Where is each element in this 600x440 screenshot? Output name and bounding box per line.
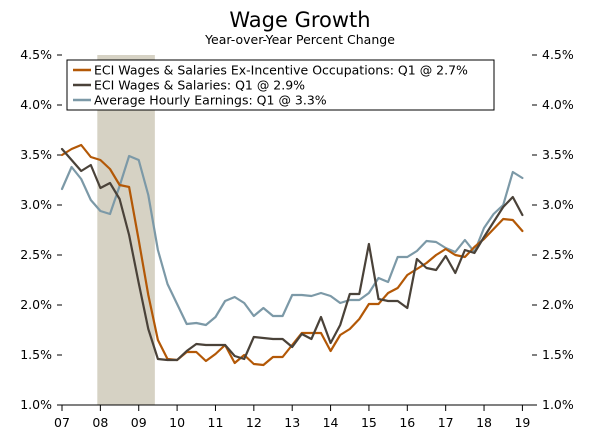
legend-label-1: ECI Wages & Salaries Ex-Incentive Occupa… xyxy=(94,63,468,78)
y-tick-label-left: 1.5% xyxy=(20,347,52,362)
x-tick-label: 13 xyxy=(284,415,300,430)
x-tick-label: 11 xyxy=(208,415,224,430)
y-tick-label-left: 4.0% xyxy=(20,97,52,112)
y-tick-label-left: 3.5% xyxy=(20,147,52,162)
series-layer xyxy=(60,143,524,367)
series-line-1 xyxy=(60,143,524,367)
chart-title: Wage Growth xyxy=(229,8,370,32)
x-tick-label: 12 xyxy=(246,415,262,430)
y-tick-label-left: 4.5% xyxy=(20,47,52,62)
recession-shading-layer xyxy=(97,55,155,405)
x-tick-label: 14 xyxy=(323,415,339,430)
y-tick-label-right: 3.5% xyxy=(542,147,574,162)
y-tick-label-right: 3.0% xyxy=(542,197,574,212)
y-tick-label-left: 2.5% xyxy=(20,247,52,262)
legend: ECI Wages & Salaries Ex-Incentive Occupa… xyxy=(66,59,495,111)
y-tick-label-right: 2.5% xyxy=(542,247,574,262)
y-tick-label-right: 1.5% xyxy=(542,347,574,362)
recession-band xyxy=(97,55,155,405)
y-tick-label-left: 3.0% xyxy=(20,197,52,212)
x-tick-label: 16 xyxy=(399,415,415,430)
y-tick-label-right: 4.0% xyxy=(542,97,574,112)
chart-subtitle: Year-over-Year Percent Change xyxy=(204,32,395,47)
legend-label-2: ECI Wages & Salaries: Q1 @ 2.9% xyxy=(94,78,305,93)
y-tick-label-left: 2.0% xyxy=(20,297,52,312)
legend-label-3: Average Hourly Earnings: Q1 @ 3.3% xyxy=(94,93,327,108)
x-tick-label: 17 xyxy=(438,415,454,430)
series-line-2 xyxy=(60,147,524,362)
x-tick-label: 08 xyxy=(92,415,108,430)
x-tick-label: 09 xyxy=(131,415,147,430)
y-tick-label-right: 1.0% xyxy=(542,397,574,412)
legend-box xyxy=(66,59,495,111)
x-tick-label: 18 xyxy=(476,415,492,430)
axes-layer: 1.0% 1.0% 1.5% 1.5% 2.0% 2.0% 2.5% 2.5% 3.0% 3.0%… xyxy=(20,47,574,430)
y-tick-label-left: 1.0% xyxy=(20,397,52,412)
x-tick-label: 10 xyxy=(169,415,185,430)
x-tick-label: 19 xyxy=(514,415,530,430)
y-tick-label-right: 2.0% xyxy=(542,297,574,312)
x-tick-label: 07 xyxy=(54,415,70,430)
y-tick-label-right: 4.5% xyxy=(542,47,574,62)
x-tick-label: 15 xyxy=(361,415,377,430)
